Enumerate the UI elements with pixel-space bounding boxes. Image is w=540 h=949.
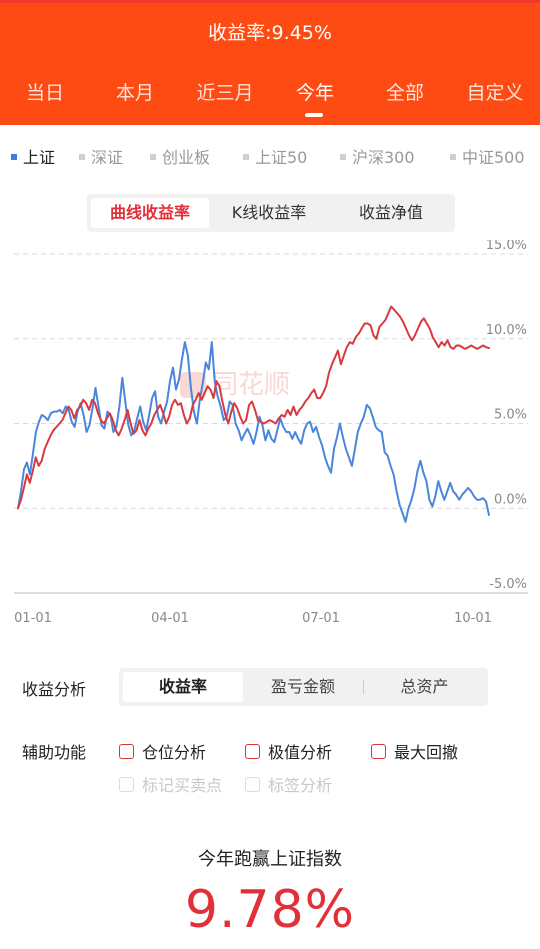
chart-type-selector: 曲线收益率 K线收益率 收益净值 [87, 194, 455, 232]
checkbox-max-drawdown[interactable]: 最大回撤 [371, 739, 458, 763]
x-tick-label: 07-01 [302, 611, 340, 626]
return-chart[interactable]: 同花顺 15.0% 10.0% 5.0% 0.0% -5.0% 01-01 04-01 07-0… [0, 240, 540, 640]
checkbox-icon [371, 744, 386, 759]
tab-today[interactable]: 当日 [25, 82, 64, 104]
aux-functions-label: 辅助功能 [22, 743, 87, 762]
index-option-shanghai[interactable]: 上证 [11, 144, 55, 168]
legend-dot [150, 153, 156, 160]
index-option-csi300[interactable]: 沪深300 [340, 144, 415, 168]
index-option-sse50[interactable]: 上证50 [243, 144, 307, 168]
tab-return-rate[interactable]: 收益率 [123, 672, 243, 702]
checkbox-label: 仓位分析 [142, 743, 207, 762]
checkbox-mark-trades: 标记买卖点 [119, 772, 222, 796]
legend-dot [79, 153, 85, 160]
checkbox-label: 标记买卖点 [142, 776, 223, 795]
watermark-logo-icon [180, 372, 206, 398]
divider [363, 680, 364, 694]
checkbox-icon [245, 744, 260, 759]
benchmark-index-selector: 上证 深证 创业板 上证50 沪深300 中证500 [0, 144, 540, 168]
checkbox-label: 最大回撤 [394, 743, 459, 762]
legend-dot [450, 153, 456, 160]
tab-net-value[interactable]: 收益净值 [358, 203, 423, 222]
x-tick-label: 01-01 [14, 611, 52, 626]
tab-curve-return[interactable]: 曲线收益率 [91, 198, 209, 228]
y-tick-label: 0.0% [494, 492, 527, 507]
index-option-shenzhen[interactable]: 深证 [79, 144, 123, 168]
beat-index-label: 今年跑赢上证指数 [198, 849, 342, 870]
tab-this-month[interactable]: 本月 [115, 82, 154, 104]
analysis-selector: 收益率 盈亏金额 总资产 [119, 668, 488, 706]
checkbox-position-analysis[interactable]: 仓位分析 [119, 739, 206, 763]
active-tab-indicator [305, 113, 323, 117]
index-label: 中证500 [462, 148, 525, 167]
y-tick-label: -5.0% [489, 577, 527, 592]
tab-kline-return[interactable]: K线收益率 [231, 203, 307, 222]
checkbox-icon [119, 777, 134, 792]
y-tick-label: 5.0% [494, 408, 527, 423]
tab-total-assets[interactable]: 总资产 [400, 677, 449, 696]
return-rate-title: 收益率:9.45% [208, 22, 332, 44]
series-line-index-return [17, 341, 490, 523]
x-tick-label: 04-01 [151, 611, 189, 626]
index-label: 上证 [23, 148, 56, 167]
index-label: 创业板 [162, 148, 211, 167]
index-option-csi500[interactable]: 中证500 [450, 144, 525, 168]
legend-dot [340, 153, 346, 160]
tab-all[interactable]: 全部 [385, 82, 424, 104]
checkbox-label: 标签分析 [268, 776, 333, 795]
tab-last-three-months[interactable]: 近三月 [196, 82, 254, 104]
checkbox-icon [245, 777, 260, 792]
tab-custom[interactable]: 自定义 [466, 82, 524, 104]
index-option-chinext[interactable]: 创业板 [150, 144, 210, 168]
watermark-text: 同花顺 [212, 370, 290, 400]
checkbox-icon [119, 744, 134, 759]
period-tabs: 当日 本月 近三月 今年 全部 自定义 [0, 78, 540, 117]
legend-dot [243, 153, 249, 160]
tab-profit-loss[interactable]: 盈亏金额 [270, 677, 335, 696]
header: 收益率:9.45% 当日 本月 近三月 今年 全部 自定义 [0, 0, 540, 125]
index-label: 深证 [91, 148, 124, 167]
index-label: 沪深300 [352, 148, 415, 167]
checkbox-extreme-analysis[interactable]: 极值分析 [245, 739, 332, 763]
beat-index-value: 9.78% [184, 880, 356, 940]
x-tick-label: 10-01 [454, 611, 492, 626]
analysis-label: 收益分析 [22, 680, 87, 699]
y-tick-label: 15.0% [486, 240, 527, 253]
top-accent-line [0, 0, 540, 3]
tab-this-year[interactable]: 今年 [295, 82, 334, 104]
legend-dot [11, 153, 17, 160]
y-tick-label: 10.0% [486, 323, 527, 338]
checkbox-label: 极值分析 [268, 743, 333, 762]
series-line-account-return [17, 305, 490, 510]
index-label: 上证50 [255, 148, 308, 167]
checkbox-tag-analysis: 标签分析 [245, 772, 332, 796]
